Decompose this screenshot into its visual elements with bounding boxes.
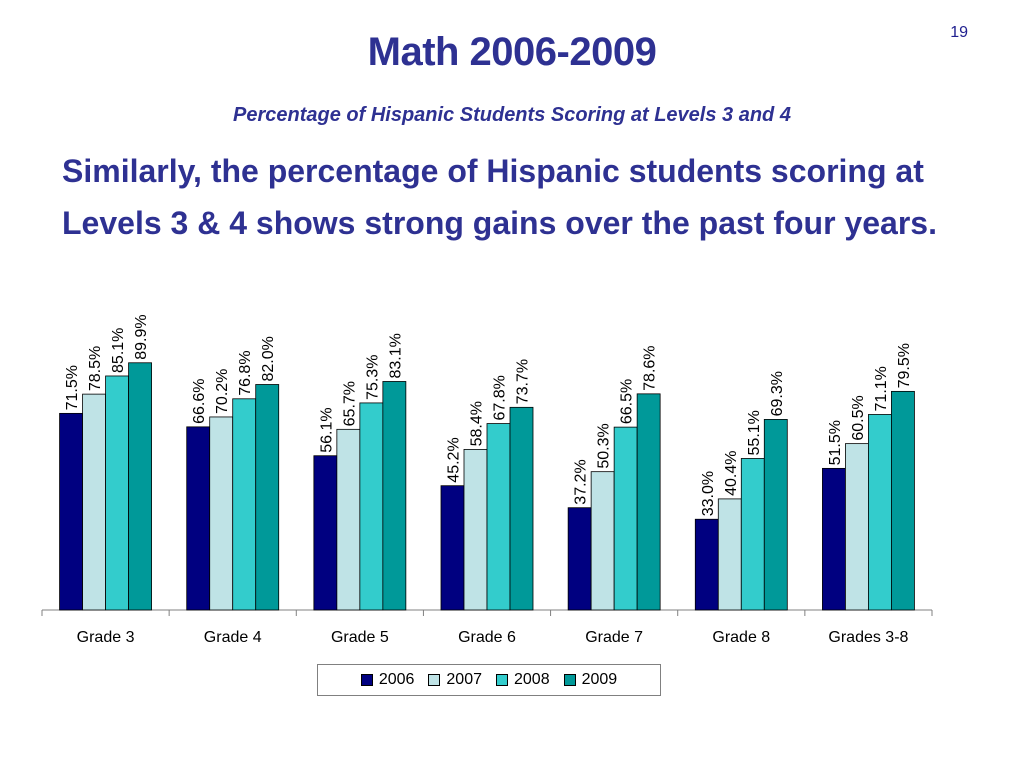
data-label: 65.7%	[341, 381, 358, 426]
bar-2008-grades-3-8	[868, 414, 892, 611]
x-tick-label: Grade 5	[331, 629, 389, 646]
data-label: 85.1%	[110, 328, 127, 373]
data-label: 66.6%	[191, 378, 208, 423]
legend-item-2006: 2006	[360, 671, 415, 689]
bar-2007-grade-6	[463, 448, 488, 611]
data-label: 60.5%	[850, 395, 867, 440]
bar-2009-grade-5	[382, 381, 407, 611]
data-label: 69.3%	[769, 371, 786, 416]
legend-item-2007: 2007	[428, 671, 482, 689]
data-label: 78.6%	[642, 345, 659, 390]
bar-2006-grades-3-8	[822, 467, 846, 611]
slide-subtitle: Percentage of Hispanic Students Scoring …	[233, 104, 791, 126]
data-label: 71.5%	[64, 365, 81, 410]
bar-2007-grade-8	[717, 498, 742, 611]
bar-2009-grade-6	[509, 406, 534, 611]
bar-2009-grades-3-8	[891, 390, 915, 611]
bar-2006-grade-6	[440, 485, 465, 611]
bar-2008-grade-7	[613, 426, 638, 611]
bar-2008-grade-6	[486, 423, 511, 611]
data-label: 37.2%	[573, 459, 590, 504]
bar-2006-grade-5	[313, 455, 338, 611]
data-label: 51.5%	[827, 420, 844, 465]
x-tick-label: Grade 6	[458, 629, 516, 646]
data-label: 66.5%	[619, 379, 636, 424]
data-label: 56.1%	[318, 407, 335, 452]
bar-2007-grade-3	[82, 393, 106, 611]
bar-2007-grades-3-8	[845, 443, 869, 611]
data-label: 58.4%	[469, 401, 486, 446]
bar-2009-grade-4	[255, 384, 280, 611]
data-label: 89.9%	[133, 314, 150, 359]
data-label: 76.8%	[237, 350, 254, 395]
data-label: 82.0%	[260, 336, 277, 381]
bar-2009-grade-7	[636, 393, 661, 611]
legend-label-2007: 2007	[446, 671, 482, 688]
data-label: 67.8%	[492, 375, 509, 420]
legend-swatch-2006	[360, 674, 373, 686]
bar-2008-grade-3	[105, 375, 129, 611]
data-label: 71.1%	[873, 366, 890, 411]
data-label: 78.5%	[87, 346, 104, 391]
data-label: 45.2%	[446, 437, 463, 482]
bar-2006-grade-7	[567, 507, 592, 611]
bar-2008-grade-8	[740, 458, 765, 611]
data-label: 79.5%	[896, 343, 913, 388]
page-number: 19	[950, 24, 968, 41]
legend-item-2008: 2008	[496, 671, 550, 689]
legend-label-2006: 2006	[378, 671, 415, 688]
data-label: 55.1%	[746, 410, 763, 455]
data-label: 83.1%	[387, 333, 404, 378]
bar-2009-grade-3	[128, 362, 152, 611]
legend-label-2009: 2009	[581, 671, 618, 688]
data-label: 70.2%	[214, 369, 231, 414]
chart-legend: 2006 2007 2008 2009	[317, 664, 661, 696]
data-label: 50.3%	[596, 423, 613, 468]
bar-2006-grade-4	[186, 426, 211, 611]
bar-2009-grade-8	[763, 419, 788, 611]
bar-2006-grade-8	[694, 518, 719, 611]
legend-item-2009: 2009	[563, 671, 618, 689]
data-label: 75.3%	[364, 355, 381, 400]
legend-swatch-2007	[428, 674, 441, 686]
slide-title: Math 2006-2009	[367, 30, 657, 74]
legend-swatch-2009	[563, 674, 576, 686]
legend-swatch-2008	[496, 674, 508, 686]
bar-2007-grade-4	[209, 416, 234, 611]
slide-body-text: Similarly, the percentage of Hispanic st…	[62, 153, 937, 241]
data-label: 73.7%	[515, 359, 532, 404]
x-tick-label: Grade 8	[712, 629, 770, 646]
bar-2007-grade-7	[590, 471, 615, 611]
x-tick-label: Grade 7	[585, 629, 643, 646]
x-tick-label: Grade 4	[204, 629, 262, 646]
x-tick-label: Grade 3	[77, 629, 135, 646]
x-tick-label: Grades 3-8	[828, 629, 908, 646]
data-label: 40.4%	[723, 451, 740, 496]
bar-2008-grade-5	[359, 402, 384, 611]
bar-2008-grade-4	[232, 398, 257, 611]
bar-2006-grade-3	[59, 412, 83, 611]
legend-label-2008: 2008	[514, 671, 550, 688]
data-label: 33.0%	[700, 471, 717, 516]
bar-2007-grade-5	[336, 428, 361, 611]
